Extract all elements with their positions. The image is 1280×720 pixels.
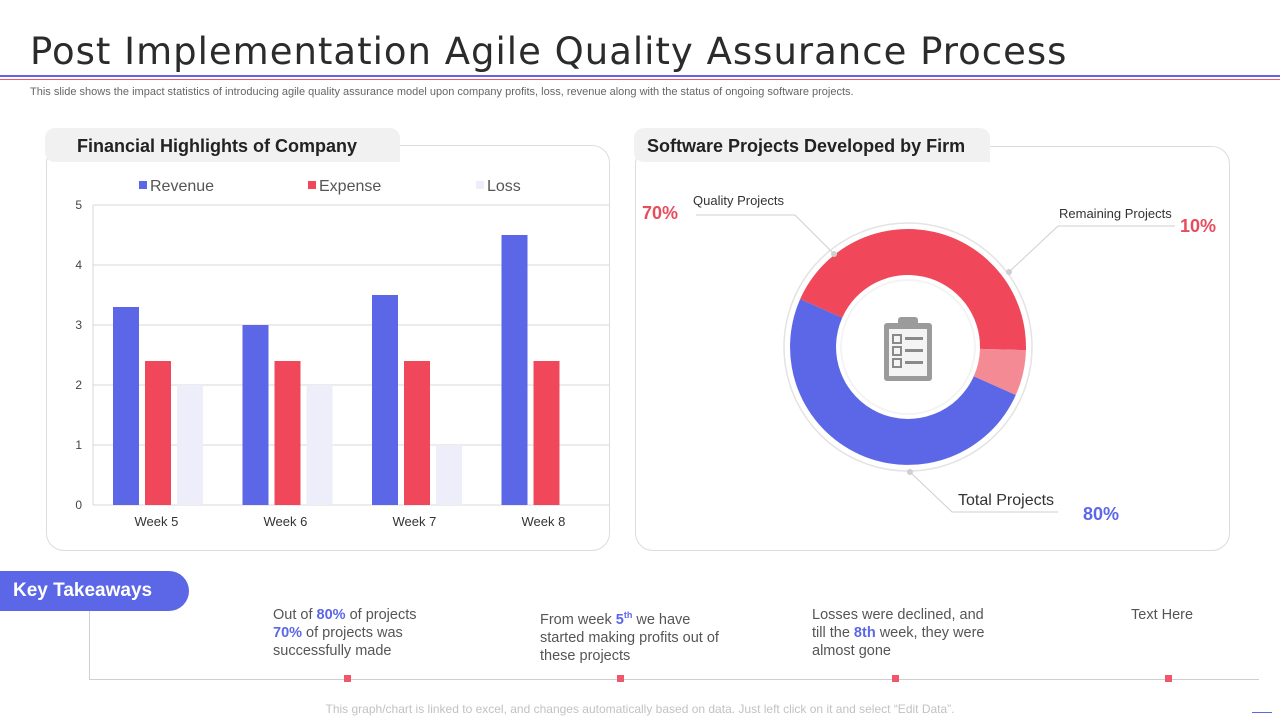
leader-dot — [907, 469, 913, 475]
x-tick-label: Week 6 — [263, 514, 307, 529]
donut-slice-quality — [800, 229, 1026, 351]
projects-panel-title: Software Projects Developed by Firm — [634, 128, 990, 162]
takeaway-3: Losses were declined, and till the 8th w… — [812, 607, 985, 659]
legend-label-loss: Loss — [487, 178, 521, 195]
checkbox — [892, 358, 902, 368]
leader-total — [909, 471, 1058, 513]
clipboard-icon — [884, 317, 932, 381]
value-remaining-projects: 10% — [1180, 216, 1216, 236]
takeaway-2: From week 5th we have started making pro… — [540, 610, 719, 664]
bar-revenue-week-6 — [242, 325, 269, 505]
x-tick-label: Week 7 — [392, 514, 436, 529]
key-takeaways-label: Key Takeaways — [0, 571, 189, 611]
y-tick-label: 1 — [75, 438, 82, 452]
leader-dot — [1006, 269, 1012, 275]
bar-loss-week-5 — [177, 385, 203, 505]
bar-expense-week-6 — [274, 361, 301, 505]
checklist-line — [905, 337, 923, 340]
bar-expense-week-7 — [404, 361, 430, 505]
donut-chart[interactable]: Quality Projects 70% Remaining Projects 10%… — [642, 193, 1216, 524]
label-remaining-projects: Remaining Projects — [1059, 206, 1172, 221]
timeline-marker — [892, 675, 899, 682]
legend-swatch-revenue — [139, 181, 147, 189]
footer-note: This graph/chart is linked to excel, and… — [325, 702, 955, 716]
bar-revenue-week-5 — [113, 307, 139, 505]
y-tick-label: 2 — [75, 378, 82, 392]
bar-expense-week-5 — [145, 361, 171, 505]
bar-revenue-week-8 — [501, 235, 528, 505]
x-tick-label: Week 5 — [134, 514, 178, 529]
timeline-horizontal — [89, 679, 1259, 680]
takeaway-1: Out of 80% of projects 70% of projects w… — [273, 607, 417, 659]
value-total-projects: 80% — [1083, 504, 1119, 524]
checklist-line — [905, 349, 923, 352]
checklist-line — [905, 361, 923, 364]
timeline-marker — [617, 675, 624, 682]
clipboard-paper — [889, 329, 927, 376]
checkbox — [892, 334, 902, 344]
bar-loss-week-7 — [436, 445, 462, 505]
leader-remaining — [1008, 225, 1175, 273]
value-quality-projects: 70% — [642, 203, 678, 223]
clipboard-clip — [898, 317, 918, 327]
title-rule-red — [0, 79, 1280, 80]
page-subtitle: This slide shows the impact statistics o… — [30, 86, 854, 98]
legend-swatch-expense — [308, 181, 316, 189]
donut-slice-remaining — [973, 348, 1026, 395]
leader-quality — [696, 214, 835, 255]
label-total-projects: Total Projects — [958, 492, 1054, 509]
timeline-marker — [1165, 675, 1172, 682]
legend-swatch-loss — [476, 181, 484, 189]
bar-revenue-week-7 — [372, 295, 398, 505]
timeline-vertical — [89, 611, 90, 679]
y-tick-label: 4 — [75, 258, 82, 272]
page-title: Post Implementation Agile Quality Assura… — [30, 30, 1068, 73]
y-tick-label: 0 — [75, 498, 82, 512]
legend-label-revenue: Revenue — [150, 178, 214, 195]
donut-slice-total — [790, 299, 1016, 465]
y-tick-label: 3 — [75, 318, 82, 332]
financial-panel-title: Financial Highlights of Company — [45, 128, 400, 162]
bar-loss-week-6 — [306, 385, 333, 505]
label-quality-projects: Quality Projects — [693, 193, 785, 208]
takeaway-4: Text Here — [1131, 607, 1194, 623]
title-rule-blue — [0, 75, 1280, 77]
x-tick-label: Week 8 — [521, 514, 565, 529]
legend-label-expense: Expense — [319, 178, 381, 195]
checkbox — [892, 346, 902, 356]
leader-dot — [831, 251, 837, 257]
bar-chart[interactable]: 0 1 2 3 4 5 Week 5 Week 6 Week 7 Week 8 Revenue Exp… — [75, 178, 609, 529]
corner-mark — [1252, 712, 1272, 713]
y-tick-label: 5 — [75, 198, 82, 212]
timeline-marker — [344, 675, 351, 682]
bar-expense-week-8 — [533, 361, 560, 505]
